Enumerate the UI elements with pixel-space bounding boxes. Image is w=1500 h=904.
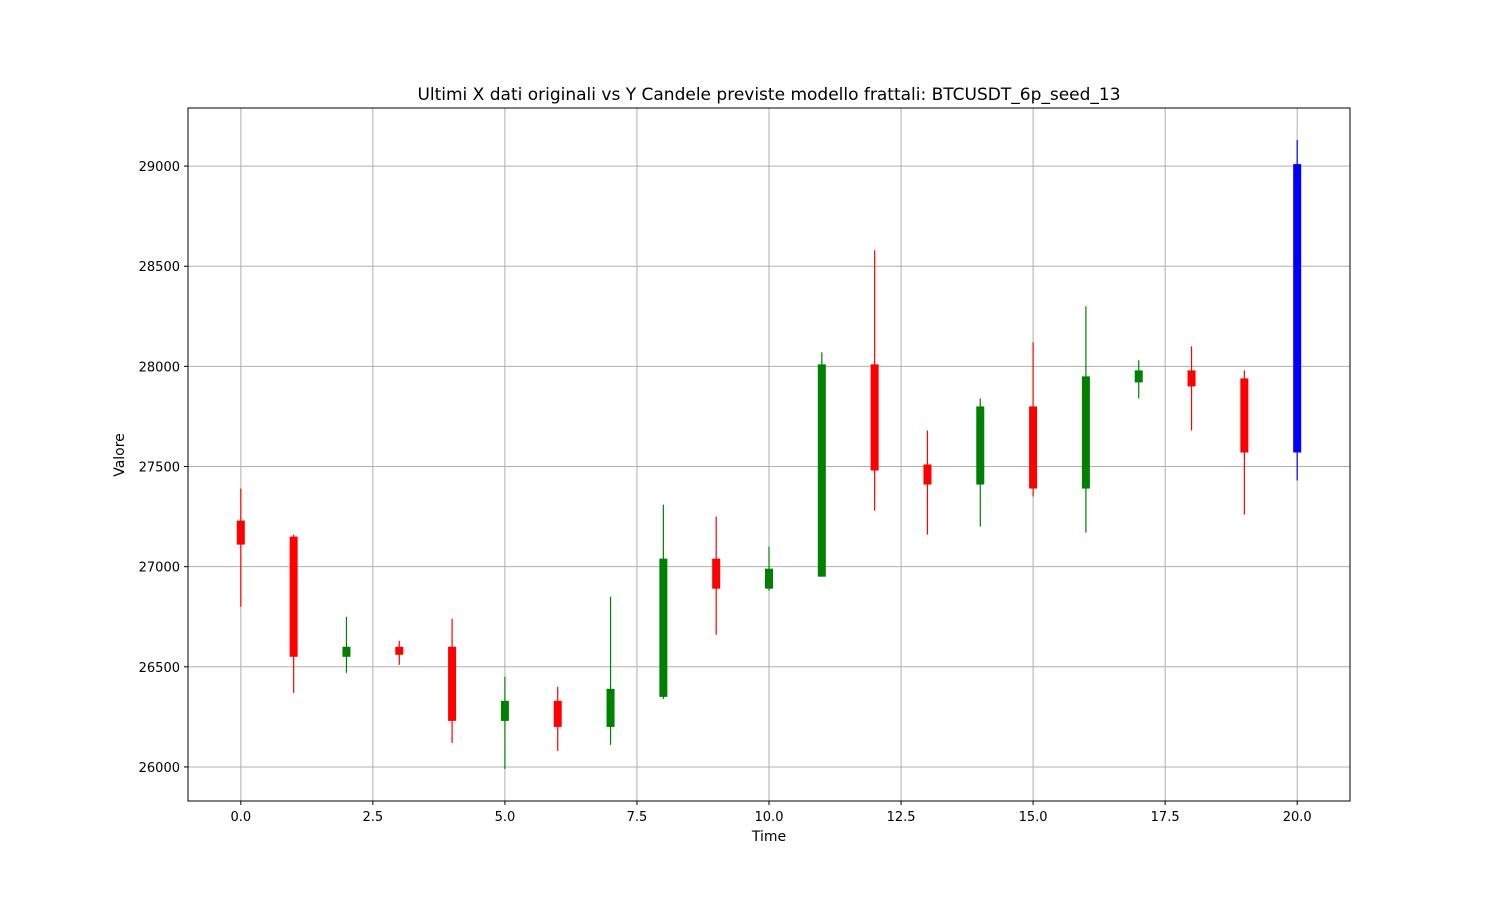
y-tick-label: 27500 xyxy=(139,461,180,476)
candle-7 xyxy=(606,596,615,745)
grid xyxy=(188,108,1350,801)
candle-14 xyxy=(976,398,985,527)
candle-body xyxy=(659,558,668,697)
candle-body xyxy=(606,688,615,727)
candle-body xyxy=(448,646,457,721)
candle-9 xyxy=(712,516,721,635)
candle-12 xyxy=(870,250,879,511)
x-tick-label: 5.0 xyxy=(495,810,516,825)
candle-body xyxy=(1029,406,1038,489)
candle-6 xyxy=(553,686,562,751)
candle-10 xyxy=(765,546,773,591)
chart-title: Ultimi X dati originali vs Y Candele pre… xyxy=(417,85,1120,105)
ticks: 0.0 2.5 5.0 7.5 10.0 12.5 15.0 17.5 20.0 26000 265… xyxy=(139,160,1312,825)
candle-body xyxy=(765,568,773,589)
candle-19 xyxy=(1240,370,1249,515)
candle-18 xyxy=(1187,346,1196,431)
x-tick-label: 17.5 xyxy=(1151,810,1180,825)
candle-body xyxy=(976,406,985,485)
y-axis-label: Valore xyxy=(112,433,128,477)
y-tick-label: 26000 xyxy=(139,761,180,776)
candle-body xyxy=(342,646,351,657)
y-tick-label: 28500 xyxy=(139,260,180,275)
x-tick-label: 12.5 xyxy=(887,810,916,825)
candle-15 xyxy=(1029,342,1038,497)
candle-body xyxy=(712,558,721,589)
candle-4 xyxy=(448,618,457,743)
candle-0 xyxy=(236,488,245,607)
candle-16 xyxy=(1081,306,1090,533)
candle-body xyxy=(289,536,298,657)
x-tick-label: 0.0 xyxy=(230,810,251,825)
x-tick-label: 7.5 xyxy=(627,810,648,825)
candle-body xyxy=(553,700,562,727)
candle-17 xyxy=(1134,360,1143,399)
x-tick-label: 20.0 xyxy=(1283,810,1312,825)
candle-8 xyxy=(659,504,668,699)
candle-13 xyxy=(923,430,932,535)
candle-body xyxy=(236,520,245,545)
candle-2 xyxy=(342,616,351,673)
x-tick-label: 2.5 xyxy=(363,810,384,825)
candle-1 xyxy=(289,534,298,693)
candle-11 xyxy=(817,352,826,577)
candle-body xyxy=(923,464,932,485)
x-tick-label: 10.0 xyxy=(755,810,784,825)
candle-body xyxy=(1081,376,1090,489)
candle-body xyxy=(500,700,509,721)
candles xyxy=(236,140,1302,769)
y-tick-label: 27000 xyxy=(139,561,180,576)
y-tick-label: 26500 xyxy=(139,661,180,676)
candle-3 xyxy=(395,640,404,665)
candle-body xyxy=(1240,378,1249,453)
x-tick-label: 15.0 xyxy=(1019,810,1048,825)
candle-body xyxy=(817,364,826,577)
candle-20 xyxy=(1293,140,1302,481)
y-tick-label: 29000 xyxy=(139,160,180,175)
x-axis-label: Time xyxy=(751,829,786,845)
candle-body xyxy=(1134,370,1143,383)
candle-body xyxy=(1187,370,1196,387)
y-tick-label: 28000 xyxy=(139,360,180,375)
candle-body xyxy=(870,364,879,471)
candle-body xyxy=(395,646,404,655)
candle-5 xyxy=(500,676,509,769)
candle-body xyxy=(1293,164,1302,453)
